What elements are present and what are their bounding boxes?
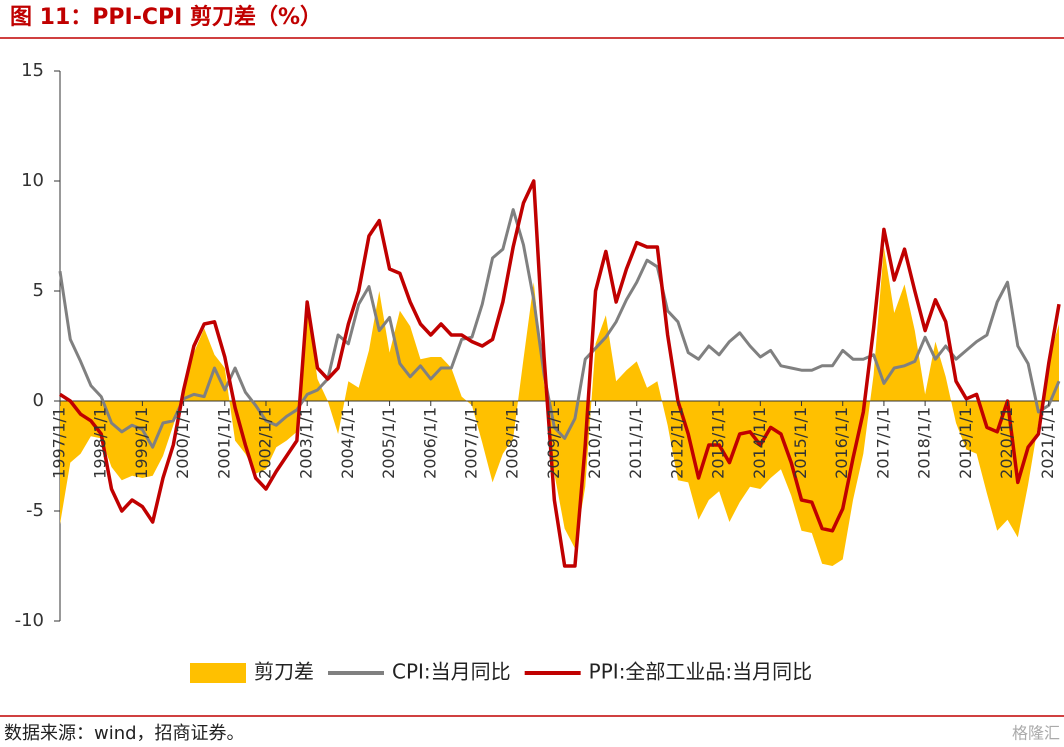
x-tick-label: 2019/1/1 [956,407,975,479]
x-tick-label: 2017/1/1 [873,407,892,479]
chart-title: 图 11：PPI-CPI 剪刀差（%） [10,4,322,30]
x-tick-label: 2008/1/1 [503,407,522,479]
legend-swatch [190,663,246,683]
y-tick-label: -5 [26,500,44,521]
x-tick-label: 2013/1/1 [709,407,728,479]
x-tick-label: 2018/1/1 [915,407,934,479]
y-tick-label: 0 [33,390,44,411]
x-tick-label: 2006/1/1 [420,407,439,479]
x-tick-label: 1997/1/1 [50,407,69,479]
y-tick-label: -10 [15,610,44,631]
watermark: 格隆汇 [1012,724,1060,743]
x-tick-label: 2021/1/1 [1038,407,1057,479]
legend-label: CPI:当月同比 [392,660,511,684]
y-tick-label: 10 [21,170,44,191]
x-tick-label: 1998/1/1 [91,407,110,479]
x-tick-label: 2010/1/1 [585,407,604,479]
x-tick-label: 2015/1/1 [791,407,810,479]
x-tick-label: 2016/1/1 [832,407,851,479]
legend-label: PPI:全部工业品:当月同比 [589,660,813,684]
source-note: 数据来源：wind，招商证券。 [4,723,245,744]
x-tick-label: 2002/1/1 [255,407,274,479]
x-tick-label: 2004/1/1 [338,407,357,479]
x-tick-label: 2007/1/1 [461,407,480,479]
x-tick-label: 1999/1/1 [132,407,151,479]
x-tick-label: 2001/1/1 [214,407,233,479]
x-tick-label: 2012/1/1 [667,407,686,479]
x-tick-label: 2011/1/1 [626,407,645,479]
gap-area [60,247,1059,566]
legend-label: 剪刀差 [254,660,314,684]
x-tick-label: 2005/1/1 [379,407,398,479]
series-line [58,208,1061,449]
x-tick-label: 2000/1/1 [173,407,192,479]
x-tick-label: 2014/1/1 [750,407,769,479]
x-tick-label: 2009/1/1 [544,407,563,479]
series-line [59,179,1061,568]
y-tick-label: 15 [21,60,44,81]
x-tick-label: 2020/1/1 [997,407,1016,479]
x-tick-label: 2003/1/1 [297,407,316,479]
y-tick-label: 5 [33,280,44,301]
